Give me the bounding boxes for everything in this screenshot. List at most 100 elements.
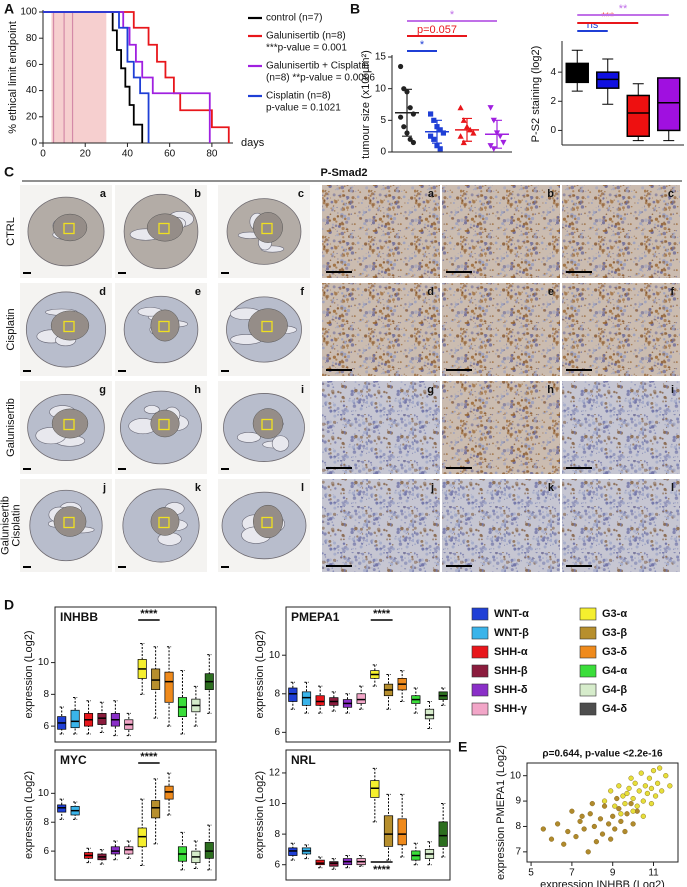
whisker-low [86, 726, 91, 735]
legend-label: SHH-β [494, 665, 528, 677]
whisker-high [140, 643, 145, 660]
image-letter: j [430, 482, 434, 494]
comparison-label: ** [619, 3, 628, 15]
whisker-low [73, 815, 78, 820]
roi-box [63, 418, 75, 431]
data-point [626, 785, 632, 791]
whisker-low [180, 861, 185, 871]
data-point [638, 770, 644, 776]
row-label: CTRL [5, 217, 17, 246]
whisker-high [73, 697, 78, 711]
plot-frame [285, 606, 451, 743]
whisker-high [304, 844, 309, 848]
whisker-high [331, 858, 336, 862]
data-point [612, 826, 618, 832]
box [151, 668, 161, 690]
legend-note: (n=8) **p-value = 0.0096 [266, 73, 375, 84]
image-letter: f [670, 286, 674, 298]
image-letter: d [99, 286, 106, 298]
y-tick-label: 0 [380, 147, 386, 158]
chart-title: NRL [291, 753, 316, 767]
legend-swatch [579, 626, 597, 640]
chart-title: MYC [60, 753, 87, 767]
roi-box [158, 516, 170, 529]
whisker-high [193, 685, 198, 700]
whisker-high [86, 700, 91, 714]
x-tick-label: 60 [164, 149, 176, 160]
micrograph [562, 381, 680, 474]
data-point [636, 788, 642, 794]
data-point [642, 783, 648, 789]
whisker-low [140, 678, 145, 695]
panel-label: B [350, 1, 360, 17]
whisker-low [386, 846, 391, 861]
comparison-label: p=0.057 [417, 24, 457, 36]
y-axis-label: expression PMEPA1 (Log2) [495, 745, 507, 880]
y-tick-label: 80 [26, 33, 38, 44]
data-point [487, 105, 494, 111]
data-point [644, 790, 650, 797]
panel-label: C [4, 164, 14, 180]
y-axis-label: expression (Log2) [23, 630, 35, 718]
whisker-high [290, 681, 295, 688]
data-point [434, 143, 440, 149]
box [315, 859, 325, 866]
box [424, 708, 435, 720]
image-letter: h [547, 384, 554, 396]
data-point [616, 806, 622, 812]
legend-swatch [579, 645, 597, 659]
annotation-label: **** [373, 864, 391, 876]
legend-swatch [471, 702, 489, 716]
y-tick-label: 10 [38, 788, 50, 799]
data-point [579, 813, 585, 819]
image-letter: i [671, 384, 674, 396]
legend-label: SHH-δ [494, 684, 528, 696]
legend-label: G4-β [602, 684, 627, 696]
whisker-low [59, 729, 64, 735]
whisker-high [372, 664, 377, 671]
row-label: Galunisertib [5, 398, 17, 457]
whisker-low [207, 858, 212, 871]
whisker-high [207, 654, 212, 674]
legend-note: p-value = 0.1021 [266, 103, 341, 114]
data-point [610, 813, 616, 819]
box [151, 800, 161, 819]
image-letter: c [668, 188, 674, 200]
box [626, 94, 650, 138]
whisker-low [193, 711, 198, 727]
whisker-low [290, 701, 295, 710]
whisker-low [413, 860, 418, 866]
legend-label: control (n=7) [266, 13, 322, 24]
data-point [470, 129, 477, 136]
image-letter: g [427, 384, 434, 396]
box [438, 821, 448, 847]
roi-box [158, 320, 170, 333]
whisker-low [441, 846, 446, 858]
y-tick-label: 2 [550, 96, 556, 107]
data-point [460, 139, 467, 146]
box [315, 695, 325, 706]
data-point [659, 788, 665, 794]
row-label: Cisplatin [10, 504, 22, 546]
data-point [648, 801, 655, 807]
image-letter: l [671, 482, 674, 494]
image-letter: a [428, 188, 435, 200]
y-tick-label: 10 [510, 770, 522, 781]
data-point [624, 811, 630, 817]
legend-label: WNT-β [494, 627, 529, 639]
data-point [573, 834, 579, 840]
whisker-low [663, 130, 675, 142]
x-axis-label: days [241, 137, 265, 149]
box [97, 713, 107, 725]
data-point [614, 795, 620, 802]
data-point [437, 127, 443, 133]
whisker-low [331, 705, 336, 712]
legend-swatch [471, 683, 489, 697]
micrograph [322, 381, 440, 474]
whisker-low [372, 797, 377, 823]
tumour [50, 310, 90, 341]
y-axis-label: expression (Log2) [23, 771, 35, 859]
image-letter: e [548, 286, 554, 298]
whisker-high [331, 691, 336, 698]
